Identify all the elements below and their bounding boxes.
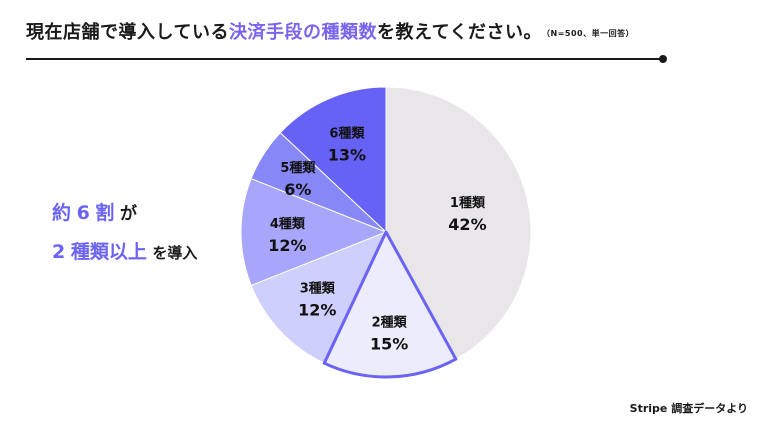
slice-value-label: 13% (328, 146, 366, 165)
title-bar: 現在店舗で導入している決済手段の種類数を教えてください。 （N=500、単一回答） (26, 18, 667, 63)
slice-category-label: 2種類 (372, 315, 408, 331)
title-tail: を教えてください。 (376, 22, 543, 43)
callout-kinds-or-more: 種類以上 (70, 241, 147, 263)
pie-slice-6 (279, 86, 387, 234)
title-underline-dot (659, 55, 667, 63)
page-title: 現在店舗で導入している決済手段の種類数を教えてください。 （N=500、単一回答） (26, 18, 634, 44)
slice-category-label: 4種類 (270, 216, 306, 232)
callout-line-1: 約 6 割 が (52, 194, 252, 233)
title-highlight: 決済手段の種類数 (228, 22, 377, 43)
highlight-outline (322, 230, 458, 379)
pie-slice-4 (240, 177, 388, 287)
pie-labels: 1種類 42% 2種類 15% 3種類 12% 4種類 12% 5種類 6% 6種類 13% (268, 126, 486, 354)
source-note: Stripe 調査データより (629, 402, 748, 415)
slice-category-label: 3種類 (300, 281, 336, 297)
slice-category-label: 6種類 (329, 126, 365, 142)
title-underline (26, 58, 662, 60)
callout-six: 6 (76, 202, 90, 224)
slice-category-label: 5種類 (280, 160, 316, 176)
slice-value-label: 42% (448, 215, 486, 234)
callout-wari: 割 (95, 202, 115, 224)
pie-slice-3 (250, 231, 387, 364)
callout-line-2: 2 種類以上 を導入 (52, 233, 252, 272)
slice-value-label: 12% (268, 236, 306, 255)
title-note: （N=500、単一回答） (546, 29, 635, 38)
callout-approx: 約 (52, 202, 72, 224)
slice-value-label: 6% (284, 180, 311, 199)
slice-value-label: 15% (370, 335, 408, 354)
callout-adopt: を導入 (152, 244, 198, 262)
callout-ga: が (120, 204, 137, 224)
slice-category-label: 1種類 (450, 195, 486, 211)
slice-value-label: 12% (298, 301, 336, 320)
summary-callout: 約 6 割 が 2 種類以上 を導入 (52, 194, 252, 272)
title-main: 現在店舗で導入している (26, 22, 229, 43)
pie-slices (240, 86, 532, 379)
pie-slice-1 (385, 86, 532, 360)
callout-two: 2 (52, 241, 66, 263)
